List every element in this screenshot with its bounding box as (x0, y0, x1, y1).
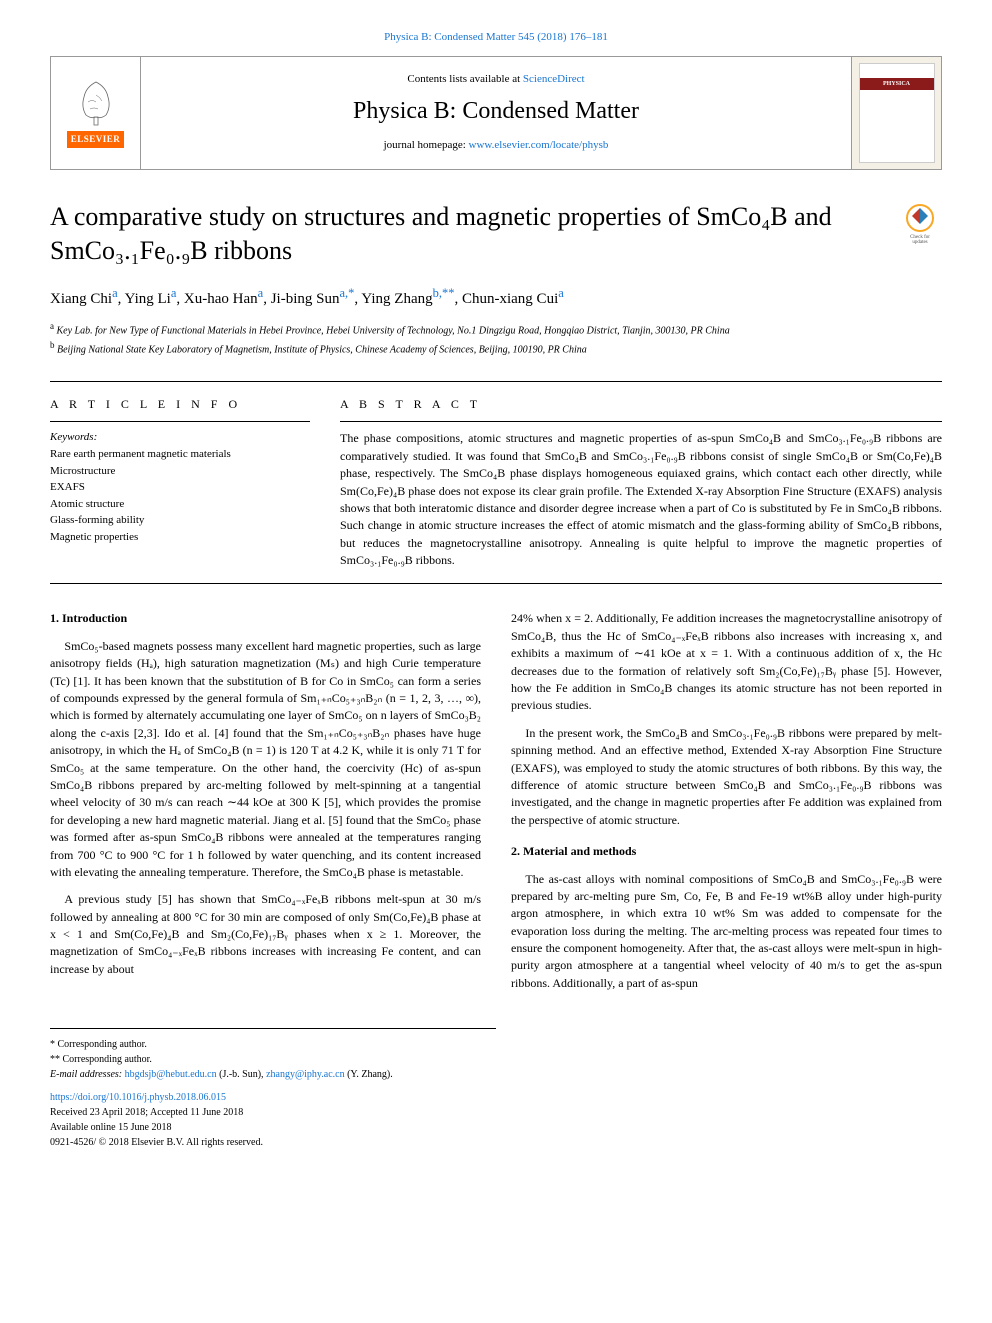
author-aff-sup[interactable]: a (112, 291, 118, 307)
footnotes: * Corresponding author. ** Corresponding… (50, 1028, 496, 1150)
left-column: 1. Introduction SmCo₅-based magnets poss… (50, 610, 481, 1002)
keyword: Rare earth permanent magnetic materials (50, 446, 310, 463)
journal-homepage: journal homepage: www.elsevier.com/locat… (384, 138, 609, 154)
author-aff-sup[interactable]: a,* (339, 291, 354, 307)
corresponding-note: * Corresponding author. (50, 1037, 496, 1052)
cover-thumbnail: PHYSICA (851, 57, 941, 169)
keyword: Glass-forming ability (50, 512, 310, 529)
keyword: Microstructure (50, 463, 310, 480)
body-paragraph: 24% when x = 2. Additionally, Fe additio… (511, 610, 942, 714)
article-info-label: A R T I C L E I N F O (50, 396, 310, 413)
journal-banner: ELSEVIER Contents lists available at Sci… (50, 56, 942, 170)
abstract-label: A B S T R A C T (340, 396, 942, 413)
cover-band: PHYSICA (860, 78, 934, 90)
sciencedirect-link[interactable]: ScienceDirect (523, 73, 585, 85)
cover-image: PHYSICA (859, 63, 935, 163)
author-aff-sup[interactable]: a (258, 291, 264, 307)
homepage-prefix: journal homepage: (384, 139, 469, 151)
journal-center: Contents lists available at ScienceDirec… (141, 57, 851, 169)
body-paragraph: SmCo₅-based magnets possess many excelle… (50, 638, 481, 881)
received-line: Received 23 April 2018; Accepted 11 June… (50, 1105, 496, 1120)
contents-prefix: Contents lists available at (407, 73, 522, 85)
email-link[interactable]: zhangy@iphy.ac.cn (266, 1069, 345, 1080)
doi-link[interactable]: https://doi.org/10.1016/j.physb.2018.06.… (50, 1092, 226, 1103)
abstract: A B S T R A C T The phase compositions, … (340, 396, 942, 570)
keyword: Magnetic properties (50, 529, 310, 546)
right-column: 24% when x = 2. Additionally, Fe additio… (511, 610, 942, 1002)
section-heading: 2. Material and methods (511, 843, 942, 860)
author-aff-sup[interactable]: a (558, 291, 564, 307)
keyword: EXAFS (50, 479, 310, 496)
abstract-text: The phase compositions, atomic structure… (340, 430, 942, 569)
article-info: A R T I C L E I N F O Keywords: Rare ear… (50, 396, 310, 570)
author-aff-sup[interactable]: a (171, 291, 177, 307)
body-paragraph: The as-cast alloys with nominal composit… (511, 871, 942, 993)
email-line: E-mail addresses: hbgdsjb@hebut.edu.cn (… (50, 1067, 496, 1082)
keywords-label: Keywords: (50, 430, 310, 446)
contents-line: Contents lists available at ScienceDirec… (407, 72, 584, 88)
article-title: A comparative study on structures and ma… (50, 200, 878, 268)
corresponding-note: ** Corresponding author. (50, 1052, 496, 1067)
affiliations: a Key Lab. for New Type of Functional Ma… (50, 320, 942, 357)
svg-text:updates: updates (912, 240, 927, 244)
online-line: Available online 15 June 2018 (50, 1120, 496, 1135)
citation-link[interactable]: Physica B: Condensed Matter 545 (2018) 1… (384, 31, 608, 43)
copyright-line: 0921-4526/ © 2018 Elsevier B.V. All righ… (50, 1135, 496, 1150)
elsevier-tree-icon (66, 77, 126, 127)
author-aff-sup[interactable]: b,** (433, 291, 455, 307)
email-name: (Y. Zhang). (347, 1069, 393, 1080)
running-header: Physica B: Condensed Matter 545 (2018) 1… (50, 30, 942, 46)
check-updates-icon[interactable]: Check for updates (898, 200, 942, 244)
email-name: (J.-b. Sun), (219, 1069, 263, 1080)
journal-name: Physica B: Condensed Matter (353, 94, 639, 129)
elsevier-name: ELSEVIER (67, 131, 125, 148)
affiliation-b: Beijing National State Key Laboratory of… (57, 344, 587, 355)
affiliation-a: Key Lab. for New Type of Functional Mate… (57, 326, 730, 337)
section-heading: 1. Introduction (50, 610, 481, 627)
elsevier-logo: ELSEVIER (51, 57, 141, 169)
body-paragraph: In the present work, the SmCo₄B and SmCo… (511, 725, 942, 829)
homepage-link[interactable]: www.elsevier.com/locate/physb (469, 139, 609, 151)
body-paragraph: A previous study [5] has shown that SmCo… (50, 891, 481, 978)
keyword: Atomic structure (50, 496, 310, 513)
email-link[interactable]: hbgdsjb@hebut.edu.cn (125, 1069, 217, 1080)
email-label: E-mail addresses: (50, 1069, 122, 1080)
authors: Xiang Chia, Ying Lia, Xu-hao Hana, Ji-bi… (50, 284, 942, 311)
